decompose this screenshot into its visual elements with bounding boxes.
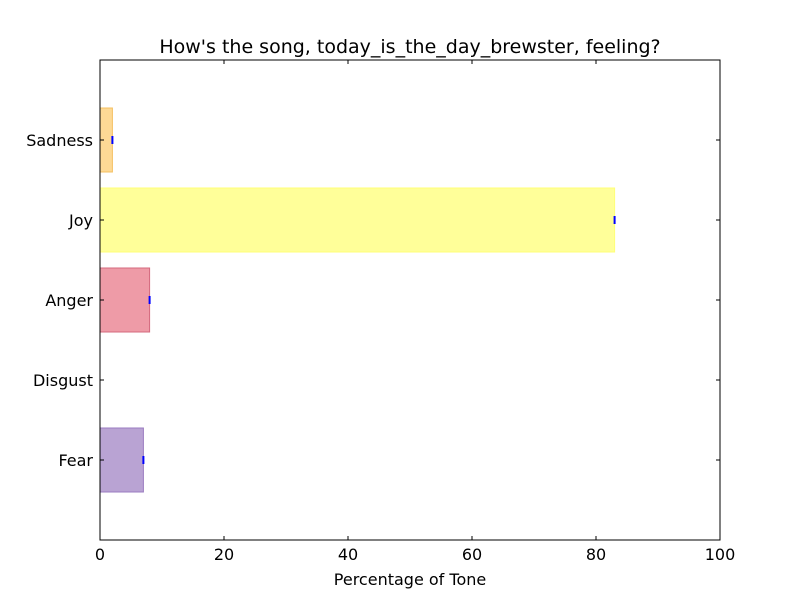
bar-fear xyxy=(99,427,144,493)
y-tick-label-joy: Joy xyxy=(68,211,93,230)
y-tick-label-disgust: Disgust xyxy=(33,371,93,390)
x-tick-label-80: 80 xyxy=(586,545,606,564)
bar-anger xyxy=(99,267,151,333)
ticks-group: Fear Disgust Anger Joy Sadness 0 20 40 60 80 100 xyxy=(26,60,735,564)
plot-frame xyxy=(99,59,721,541)
x-tick-label-0: 0 xyxy=(95,545,105,564)
bars-group xyxy=(99,107,616,493)
x-axis-label: Percentage of Tone xyxy=(334,570,486,589)
x-tick-label-40: 40 xyxy=(338,545,358,564)
chart-title: How's the song, today_is_the_day_brewste… xyxy=(159,36,660,58)
y-tick-label-fear: Fear xyxy=(58,451,93,470)
y-tick-label-sadness: Sadness xyxy=(26,131,93,150)
x-tick-label-60: 60 xyxy=(462,545,482,564)
x-tick-label-20: 20 xyxy=(214,545,234,564)
x-tick-label-100: 100 xyxy=(705,545,736,564)
bar-joy xyxy=(99,187,616,253)
y-tick-label-anger: Anger xyxy=(45,291,93,310)
